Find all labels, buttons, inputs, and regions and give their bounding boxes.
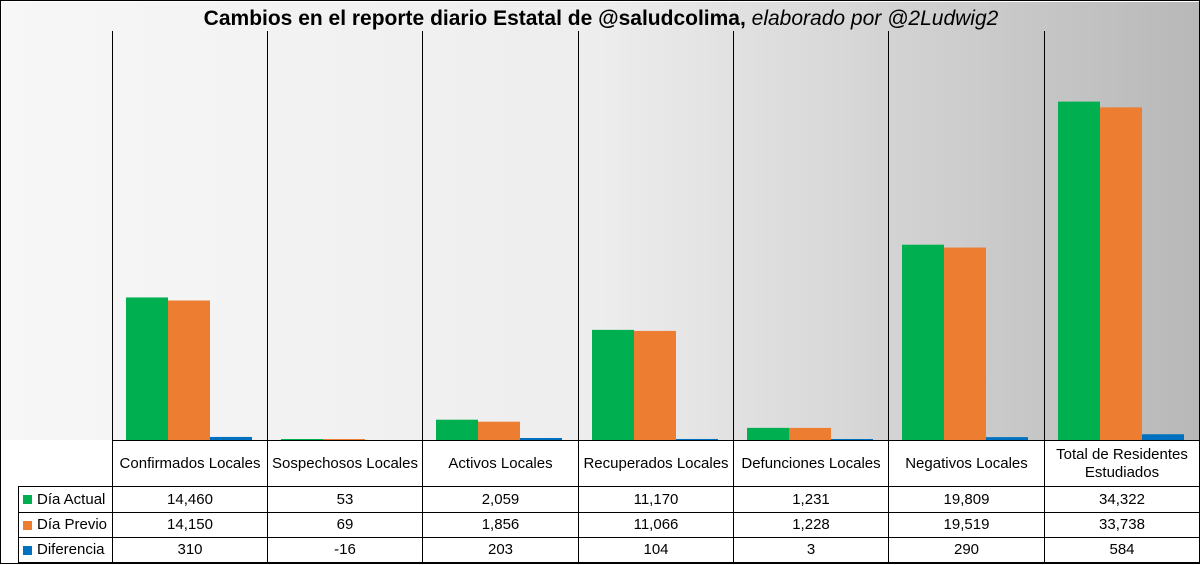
data-label: 1,856 — [422, 512, 579, 538]
data-label: 104 — [578, 537, 734, 563]
data-label: 69 — [267, 512, 423, 538]
category-label: Confirmados Locales — [112, 440, 268, 487]
data-label: 34,322 — [1044, 486, 1200, 513]
data-label: 290 — [888, 537, 1045, 563]
data-label: -16 — [267, 537, 423, 563]
data-label: 11,066 — [578, 512, 734, 538]
data-label: 19,519 — [888, 512, 1045, 538]
category-label: Negativos Locales — [888, 440, 1045, 487]
legend-entry: Diferencia — [18, 537, 113, 563]
category-label: Sospechosos Locales — [267, 440, 423, 487]
legend-entry: Día Previo — [18, 512, 113, 538]
category-label: Recuperados Locales — [578, 440, 734, 487]
data-label: 1,228 — [733, 512, 889, 538]
bar-dia-actual-1 — [126, 297, 168, 440]
data-label: 14,150 — [112, 512, 268, 538]
series-name: Día Previo — [37, 516, 108, 533]
legend-swatch — [23, 545, 32, 555]
bar-dia-actual-2 — [281, 439, 323, 440]
bar-diferencia-4 — [676, 438, 718, 440]
data-label: 584 — [1044, 537, 1200, 563]
title-main: Cambios en el reporte diario Estatal de … — [203, 7, 746, 30]
bar-dia-actual-4 — [592, 329, 634, 440]
data-label: 19,809 — [888, 486, 1045, 513]
title-sub: elaborado por @2Ludwig2 — [751, 7, 999, 30]
bar-dia-actual-3 — [436, 419, 478, 440]
bar-dia-previo-6 — [944, 247, 986, 440]
bar-dia-previo-5 — [789, 427, 831, 440]
data-label: 14,460 — [112, 486, 268, 513]
bar-diferencia-5 — [831, 439, 873, 440]
data-label: 3 — [733, 537, 889, 563]
legend-entry: Día Actual — [18, 486, 113, 513]
category-label: Activos Locales — [422, 440, 579, 487]
data-label: 310 — [112, 537, 268, 563]
bar-dia-actual-7 — [1058, 101, 1100, 441]
chart-title: Cambios en el reporte diario Estatal de … — [1, 7, 1200, 31]
bar-diferencia-3 — [520, 437, 562, 440]
data-label: 2,059 — [422, 486, 579, 513]
bar-dia-previo-4 — [634, 330, 676, 440]
series-name: Diferencia — [37, 541, 105, 558]
bar-diferencia-6 — [986, 437, 1028, 440]
bar-dia-previo-1 — [168, 300, 210, 440]
legend-swatch — [23, 495, 32, 504]
legend-swatch — [23, 520, 32, 530]
bar-diferencia-1 — [210, 436, 252, 440]
data-label: 53 — [267, 486, 423, 513]
bar-dia-actual-5 — [747, 427, 789, 440]
category-label: Total de Residentes Estudiados — [1044, 440, 1200, 487]
bar-diferencia-7 — [1142, 434, 1184, 440]
data-label: 1,231 — [733, 486, 889, 513]
bar-dia-previo-3 — [478, 421, 520, 440]
data-label: 203 — [422, 537, 579, 563]
data-label: 11,170 — [578, 486, 734, 513]
bar-dia-actual-6 — [902, 244, 944, 440]
category-label: Defunciones Locales — [733, 440, 889, 487]
bar-dia-previo-7 — [1100, 107, 1142, 441]
bar-dia-previo-2 — [323, 439, 365, 440]
data-label: 33,738 — [1044, 512, 1200, 538]
series-name: Día Actual — [37, 490, 106, 508]
